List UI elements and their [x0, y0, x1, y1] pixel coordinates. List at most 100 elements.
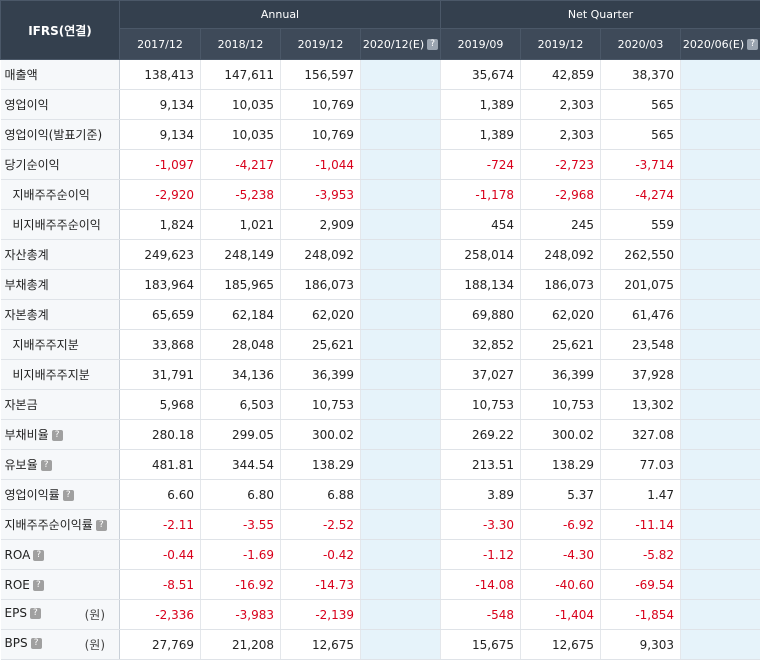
value-cell: -1,178 — [441, 180, 521, 210]
value-cell: -2,920 — [120, 180, 201, 210]
value-cell — [681, 570, 760, 600]
value-cell: 186,073 — [521, 270, 601, 300]
value-cell: 1,389 — [441, 120, 521, 150]
help-icon[interactable]: ? — [52, 430, 63, 441]
value-cell — [361, 270, 441, 300]
value-cell: -0.44 — [120, 540, 201, 570]
help-icon[interactable]: ? — [96, 520, 107, 531]
value-cell: 25,621 — [521, 330, 601, 360]
period-header: 2020/03 — [601, 29, 681, 60]
value-cell: 12,675 — [521, 630, 601, 660]
value-cell: 344.54 — [201, 450, 281, 480]
value-cell: 2,909 — [281, 210, 361, 240]
row-label: 부채총계 — [5, 278, 49, 292]
value-cell: 37,027 — [441, 360, 521, 390]
value-cell: -2.11 — [120, 510, 201, 540]
row-label: ROE — [5, 578, 30, 592]
row-header: 유보율? — [1, 450, 120, 480]
period-label: 2020/12(E) — [363, 38, 424, 51]
value-cell: -2,336 — [120, 600, 201, 630]
table-row: 지배주주순이익-2,920-5,238-3,953-1,178-2,968-4,… — [1, 180, 760, 210]
value-cell: 248,092 — [281, 240, 361, 270]
value-cell: -16.92 — [201, 570, 281, 600]
table-row: ROA?-0.44-1.69-0.42-1.12-4.30-5.82 — [1, 540, 760, 570]
value-cell — [681, 240, 760, 270]
value-cell: 269.22 — [441, 420, 521, 450]
period-header: 2019/12 — [281, 29, 361, 60]
value-cell: 1,021 — [201, 210, 281, 240]
value-cell: -3,953 — [281, 180, 361, 210]
row-header: ROA? — [1, 540, 120, 570]
value-cell: -14.08 — [441, 570, 521, 600]
help-icon[interactable]: ? — [33, 550, 44, 561]
value-cell — [681, 600, 760, 630]
period-header: 2017/12 — [120, 29, 201, 60]
value-cell: 10,753 — [281, 390, 361, 420]
value-cell: 10,769 — [281, 90, 361, 120]
row-header: EPS?(원) — [1, 600, 120, 630]
value-cell: -1,097 — [120, 150, 201, 180]
value-cell: 258,014 — [441, 240, 521, 270]
value-cell — [681, 150, 760, 180]
help-icon[interactable]: ? — [747, 39, 758, 50]
value-cell: -69.54 — [601, 570, 681, 600]
value-cell: -2.52 — [281, 510, 361, 540]
value-cell: 23,548 — [601, 330, 681, 360]
value-cell: 3.89 — [441, 480, 521, 510]
value-cell — [681, 60, 760, 90]
value-cell: 6.88 — [281, 480, 361, 510]
value-cell: 454 — [441, 210, 521, 240]
help-icon[interactable]: ? — [41, 460, 52, 471]
value-cell: 32,852 — [441, 330, 521, 360]
value-cell: 65,659 — [120, 300, 201, 330]
row-label: 영업이익(발표기준) — [5, 128, 103, 142]
period-header: 2020/06(E)? — [681, 29, 760, 60]
value-cell: 2,303 — [521, 120, 601, 150]
value-cell: 31,791 — [120, 360, 201, 390]
row-label: 비지배주주순이익 — [13, 218, 101, 232]
period-label: 2017/12 — [137, 38, 183, 51]
help-icon[interactable]: ? — [30, 608, 41, 619]
value-cell: 42,859 — [521, 60, 601, 90]
help-icon[interactable]: ? — [31, 638, 42, 649]
table-row: 당기순이익-1,097-4,217-1,044-724-2,723-3,714 — [1, 150, 760, 180]
value-cell: -6.92 — [521, 510, 601, 540]
value-cell: 10,753 — [441, 390, 521, 420]
value-cell: -4,274 — [601, 180, 681, 210]
value-cell: 245 — [521, 210, 601, 240]
value-cell — [361, 360, 441, 390]
value-cell: -1.69 — [201, 540, 281, 570]
value-cell: 2,303 — [521, 90, 601, 120]
row-header: 비지배주주순이익 — [1, 210, 120, 240]
row-header: 자산총계 — [1, 240, 120, 270]
period-header: 2018/12 — [201, 29, 281, 60]
value-cell: 36,399 — [281, 360, 361, 390]
unit-label: (원) — [85, 636, 113, 653]
value-cell: 25,621 — [281, 330, 361, 360]
row-label: 유보율 — [5, 458, 38, 472]
period-header: 2020/12(E)? — [361, 29, 441, 60]
value-cell — [361, 540, 441, 570]
value-cell: 185,965 — [201, 270, 281, 300]
value-cell: 62,020 — [521, 300, 601, 330]
value-cell: 10,035 — [201, 120, 281, 150]
value-cell: 10,035 — [201, 90, 281, 120]
value-cell — [361, 450, 441, 480]
value-cell — [361, 330, 441, 360]
row-header: 지배주주순이익 — [1, 180, 120, 210]
value-cell: 27,769 — [120, 630, 201, 660]
value-cell: -1,854 — [601, 600, 681, 630]
help-icon[interactable]: ? — [63, 490, 74, 501]
row-label: 자본총계 — [5, 308, 49, 322]
value-cell: 565 — [601, 120, 681, 150]
help-icon[interactable]: ? — [33, 580, 44, 591]
help-icon[interactable]: ? — [427, 39, 438, 50]
